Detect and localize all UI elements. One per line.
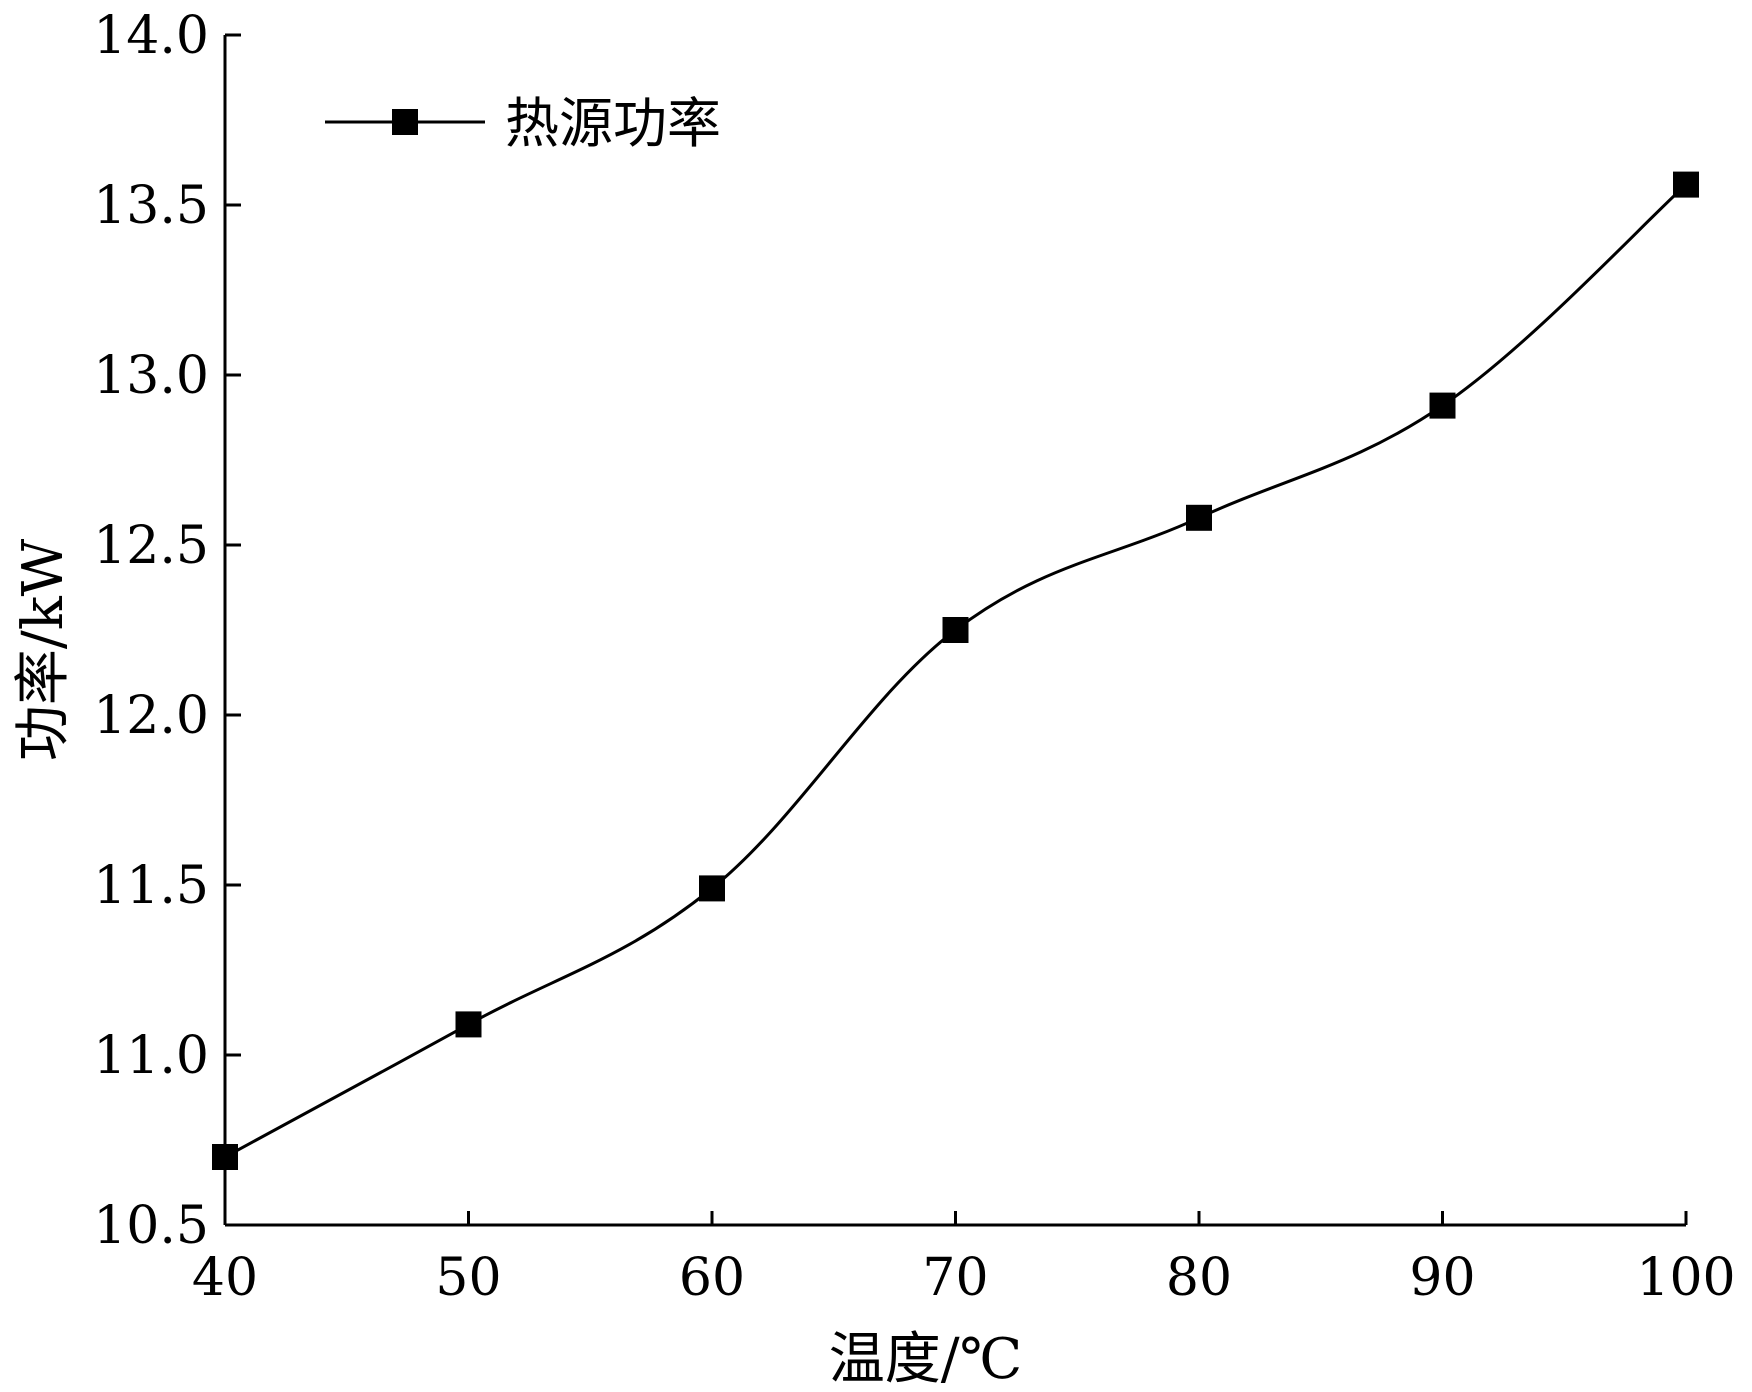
plot-area	[212, 171, 1699, 1170]
y-tick-label: 14.0	[93, 6, 209, 66]
data-point-marker	[1429, 392, 1456, 419]
data-point-marker	[212, 1144, 238, 1170]
y-axis-title: 功率/kW	[11, 538, 76, 761]
y-tick-label: 12.5	[93, 516, 209, 576]
x-tick-label: 60	[679, 1248, 745, 1308]
y-tick-label: 11.5	[93, 856, 209, 916]
x-axis-title: 温度/℃	[829, 1327, 1023, 1392]
legend: 热源功率	[325, 92, 721, 155]
legend-label: 热源功率	[505, 92, 721, 155]
y-tick-label: 12.0	[93, 686, 209, 746]
x-tick-label: 50	[435, 1248, 501, 1308]
y-tick-label: 10.5	[93, 1196, 209, 1256]
y-tick-label: 11.0	[93, 1026, 209, 1086]
data-point-marker	[942, 617, 969, 643]
x-tick-label: 90	[1409, 1248, 1475, 1308]
axes: 40 50 60 70 80 90 100 10.5 11.0 11.5 12.0 12.5 13.0 1…	[93, 6, 1735, 1308]
data-point-marker	[1673, 171, 1699, 198]
data-point-marker	[455, 1011, 482, 1038]
data-point-marker	[699, 875, 725, 902]
series-line	[224, 183, 1688, 1159]
x-tick-label: 80	[1166, 1248, 1232, 1308]
x-tick-label: 100	[1636, 1248, 1735, 1308]
x-tick-label: 70	[922, 1248, 988, 1308]
y-tick-label: 13.0	[93, 346, 209, 406]
data-point-marker	[1186, 504, 1212, 531]
y-tick-label: 13.5	[93, 176, 209, 236]
x-tick-label: 40	[192, 1248, 258, 1308]
legend-square-marker-icon	[392, 109, 418, 135]
